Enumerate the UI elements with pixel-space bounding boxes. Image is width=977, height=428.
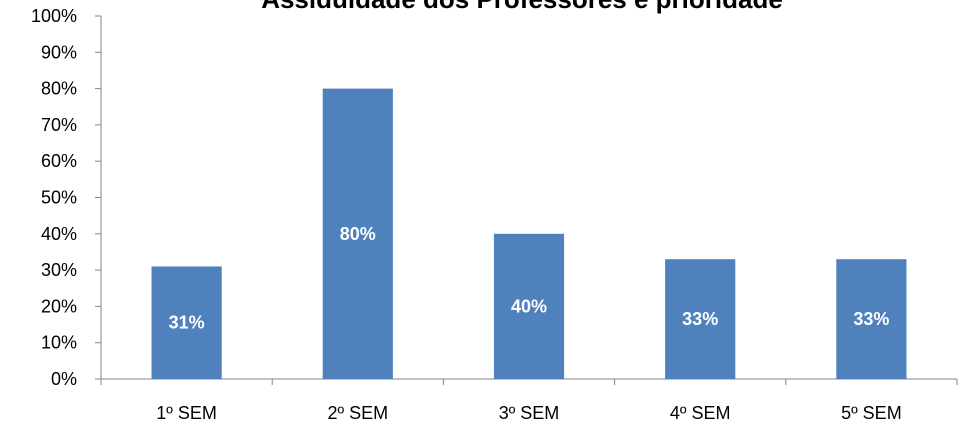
bar-5 [836, 259, 907, 379]
y-tick-label: 90% [41, 42, 77, 62]
x-category-label: 3º SEM [499, 403, 560, 423]
y-tick-label: 30% [41, 260, 77, 280]
bar-data-label: 40% [511, 296, 547, 316]
bar-4 [665, 259, 736, 379]
x-category-label: 1º SEM [156, 403, 217, 423]
bar-1 [151, 266, 222, 379]
y-axis: 0% 10% 20% 30% 40% 50% 60% 70% 80% 90% 100% [31, 6, 102, 389]
bar-data-label: 80% [340, 224, 376, 244]
y-tick-label: 60% [41, 151, 77, 171]
x-category-label: 4º SEM [670, 403, 731, 423]
y-tick-label: 40% [41, 224, 77, 244]
chart-title: Assiduidade dos Professores e prioridade [261, 0, 783, 14]
y-tick-label: 80% [41, 79, 77, 99]
x-axis: 1º SEM 2º SEM 3º SEM 4º SEM 5º SEM [100, 378, 958, 423]
data-labels: 31% 80% 40% 33% 33% [169, 224, 890, 333]
bar-data-label: 33% [682, 309, 718, 329]
bar-data-label: 33% [853, 309, 889, 329]
y-tick-label: 100% [31, 6, 77, 26]
bar-3 [493, 233, 565, 379]
y-tick-label: 70% [41, 115, 77, 135]
bars [151, 88, 907, 379]
bar-data-label: 31% [169, 313, 205, 333]
x-category-label: 2º SEM [328, 403, 389, 423]
bar-2 [322, 88, 393, 379]
y-tick-label: 10% [41, 333, 77, 353]
y-tick-label: 0% [51, 369, 77, 389]
y-tick-label: 50% [41, 188, 77, 208]
y-tick-label: 20% [41, 296, 77, 316]
x-category-label: 5º SEM [841, 403, 902, 423]
